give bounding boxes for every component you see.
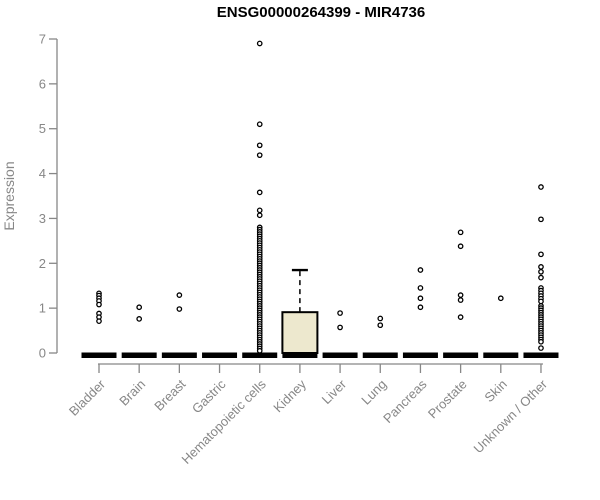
y-tick-label: 2 [39, 256, 46, 271]
outlier-point [538, 345, 544, 351]
outlier-point [497, 295, 504, 302]
x-tick-label: Lung [358, 377, 389, 408]
y-tick-label: 4 [39, 166, 46, 181]
outlier-point [417, 267, 424, 273]
outlier-point [457, 243, 464, 250]
box-group [483, 352, 519, 358]
outlier-point [377, 322, 384, 329]
outlier-point [136, 304, 143, 311]
outlier-point [337, 324, 343, 331]
outlier-point [96, 301, 102, 308]
outlier-point [136, 316, 143, 322]
outlier-point [96, 318, 102, 325]
outlier-point [538, 298, 544, 305]
outlier-point [538, 251, 544, 258]
box-group [161, 352, 197, 358]
outlier-point [538, 274, 544, 281]
outlier-point [256, 207, 263, 214]
y-tick-label: 7 [39, 32, 46, 47]
x-tick-label: Skin [481, 377, 509, 405]
outlier-point [176, 306, 183, 312]
box-group [81, 352, 117, 358]
x-tick-label: Gastric [189, 376, 229, 416]
box-group [402, 352, 438, 358]
chart-title: ENSG00000264399 - MIR4736 [216, 4, 426, 21]
box-group [362, 352, 398, 358]
outlier-point [256, 40, 263, 47]
outlier-point [538, 216, 544, 223]
outlier-point [377, 315, 384, 322]
outlier-point [256, 152, 263, 159]
y-tick-label: 5 [39, 121, 46, 136]
outlier-point [457, 314, 464, 320]
outlier-point [256, 347, 263, 354]
iqr-box [281, 311, 319, 354]
y-tick-label: 3 [39, 211, 46, 226]
y-tick-label: 1 [39, 301, 46, 316]
outlier-point [176, 292, 183, 298]
y-tick-label: 6 [39, 76, 46, 91]
median-bar [242, 352, 278, 358]
outlier-point [256, 212, 263, 219]
x-tick-label: Liver [319, 376, 350, 407]
x-tick-label: Kidney [270, 376, 309, 415]
y-axis-title: Expression [1, 161, 17, 230]
median-bar [121, 352, 157, 358]
box-group [202, 352, 238, 358]
y-tick-label: 0 [39, 346, 46, 361]
median-bar [322, 352, 358, 358]
median-bar [483, 352, 519, 358]
x-tick-label: Unknown / Other [471, 376, 551, 456]
box-group [121, 352, 157, 358]
median-bar [282, 352, 318, 358]
outlier-point [538, 184, 544, 190]
median-bar [202, 352, 238, 358]
median-bar [161, 352, 197, 358]
x-tick-label: Breast [151, 376, 188, 413]
box-group [322, 352, 358, 358]
x-tick-label: Pancreas [380, 376, 430, 426]
box-group [523, 352, 559, 358]
outlier-point [538, 268, 544, 275]
outlier-point [417, 304, 424, 311]
median-bar [81, 352, 117, 358]
box-group [281, 268, 319, 358]
box-group [443, 352, 479, 358]
outlier-point [538, 264, 544, 270]
x-tick-label: Prostate [425, 377, 470, 422]
outlier-point [457, 292, 464, 298]
outlier-point [337, 310, 343, 316]
outlier-point [256, 121, 263, 128]
outlier-point [417, 295, 424, 302]
outlier-point [417, 285, 424, 291]
outlier-point [256, 189, 263, 196]
outlier-point [457, 229, 464, 236]
box-group [242, 352, 278, 358]
x-tick-label: Bladder [66, 376, 109, 419]
median-bar [523, 352, 559, 358]
median-bar [362, 352, 398, 358]
median-bar [402, 352, 438, 358]
outlier-point [457, 297, 464, 303]
x-tick-label: Brain [116, 377, 148, 409]
outlier-point [538, 338, 544, 345]
median-bar [443, 352, 479, 358]
outlier-point [256, 142, 263, 149]
